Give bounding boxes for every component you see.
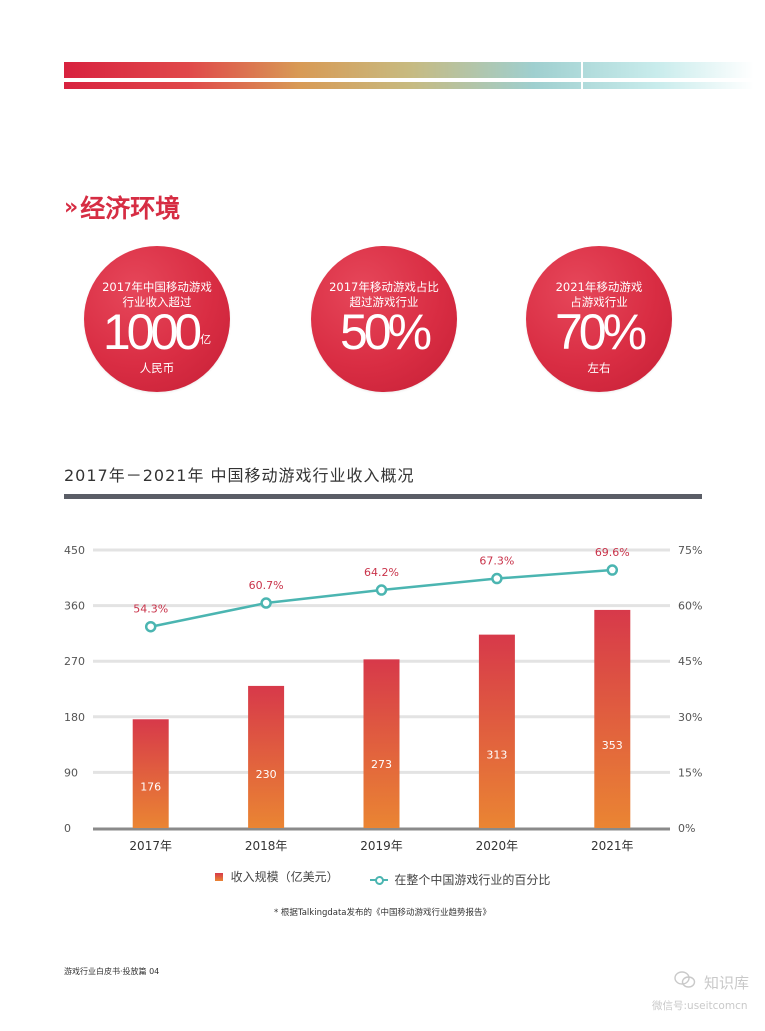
stat-label-line2: 行业收入超过 [122, 295, 192, 309]
stat-value: 1000 亿 [84, 304, 230, 374]
y-right-tick-label: 15% [678, 766, 702, 779]
y-right-tick-label: 60% [678, 600, 702, 613]
bar-value-label: 176 [140, 781, 161, 794]
wechat-icon [674, 971, 696, 988]
y-right-tick-label: 0% [678, 822, 695, 835]
share-value-label: 67.3% [479, 555, 514, 568]
y-left-tick-label: 0 [64, 822, 71, 835]
y-right-tick-label: 30% [678, 711, 702, 724]
stat-circle-share-2021: 2021年移动游戏 占游戏行业 70% 左右 [526, 246, 672, 392]
chart-title: 2017年－2021年 中国移动游戏行业收入概况 [64, 466, 415, 485]
section-title: » 经济环境 [64, 190, 180, 224]
watermark-sub: 微信号:useitcomcn [652, 1000, 748, 1012]
x-tick-label: 2020年 [476, 839, 519, 853]
y-left-tick-label: 270 [64, 655, 85, 668]
stat-value: 70% [526, 304, 672, 360]
share-point [375, 584, 388, 596]
bar-2019年 [363, 659, 400, 828]
legend-item-share: 在整个中国游戏行业的百分比 [370, 871, 550, 888]
bar-swatch-icon [214, 872, 223, 881]
y-left-tick-label: 360 [64, 600, 85, 613]
y-left-tick-label: 90 [64, 766, 78, 779]
bar-value-label: 313 [486, 749, 507, 762]
bar-2021年 [594, 609, 631, 828]
line-marker-icon [370, 875, 389, 885]
watermark: 知识库 微信号:useitcomcn [652, 970, 759, 1020]
legend-label-share: 在整个中国游戏行业的百分比 [394, 873, 551, 887]
stat-number: 70% [554, 304, 647, 360]
bar-2018年 [248, 685, 285, 828]
watermark-name: 知识库 [704, 974, 750, 992]
share-value-label: 64.2% [364, 566, 399, 579]
stat-unit: 亿 [200, 334, 212, 346]
chart-title-rule [64, 494, 702, 499]
legend-item-revenue: 收入规模（亿美元） [214, 868, 339, 885]
header-gradient-rule [64, 82, 754, 89]
stat-label-line2: 占游戏行业 [570, 295, 628, 309]
x-tick-label: 2021年 [591, 839, 634, 853]
stat-label-line2: 超过游戏行业 [349, 295, 419, 309]
stat-label-line1: 2017年中国移动游戏 [102, 280, 212, 294]
legend-label-revenue: 收入规模（亿美元） [230, 870, 339, 884]
share-value-label: 60.7% [249, 579, 284, 592]
share-point [491, 572, 503, 585]
x-tick-label: 2017年 [129, 839, 172, 853]
bar-value-label: 230 [256, 768, 277, 781]
bar-2020年 [478, 634, 515, 828]
stat-circle-revenue: 2017年中国移动游戏 行业收入超过 1000 亿 人民币 [84, 246, 230, 392]
stat-sub-label: 左右 [587, 361, 611, 375]
stat-sub-label: 人民币 [139, 361, 175, 375]
source-footnote: * 根据Talkingdata发布的《中国移动游戏行业趋势报告》 [273, 908, 492, 918]
share-point [260, 597, 272, 609]
share-point [144, 620, 157, 633]
share-point [606, 564, 619, 576]
x-tick-label: 2018年 [245, 839, 288, 853]
share-value-label: 54.3% [133, 603, 168, 616]
stat-value: 50% [311, 304, 457, 360]
section-title-text: 经济环境 [80, 194, 181, 223]
share-value-label: 69.6% [595, 546, 630, 559]
y-left-tick-label: 180 [64, 711, 85, 724]
page-footer: 游戏行业白皮书·投放篇 04 [64, 967, 160, 976]
y-right-tick-label: 75% [678, 544, 702, 557]
stat-number: 50% [339, 304, 432, 360]
stat-label-line1: 2021年移动游戏 [555, 280, 643, 294]
header-band-divider [581, 62, 583, 89]
chart-legend: 收入规模（亿美元） 在整个中国游戏行业的百分比 [0, 868, 765, 888]
stat-circle-share-2017: 2017年移动游戏占比 超过游戏行业 50% [311, 246, 457, 392]
x-tick-label: 2019年 [360, 839, 403, 853]
stat-number: 1000 [102, 304, 202, 360]
y-left-tick-label: 450 [64, 544, 85, 557]
bar-value-label: 273 [371, 758, 392, 771]
y-right-tick-label: 45% [678, 655, 702, 668]
stat-label-line1: 2017年移动游戏占比 [329, 280, 439, 294]
bar-2017年 [132, 719, 169, 828]
bar-value-label: 353 [602, 739, 623, 752]
